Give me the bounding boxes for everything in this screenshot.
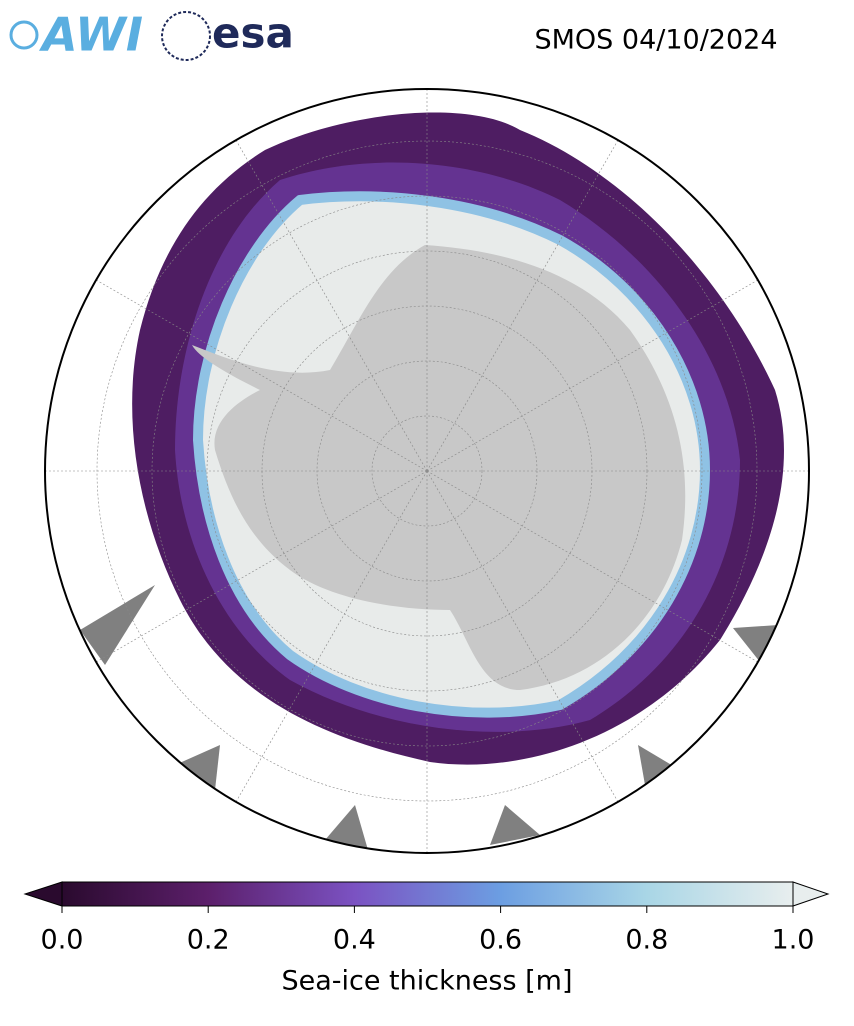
latitude-circle — [371, 415, 483, 527]
land — [638, 745, 680, 785]
colorbar-extend-max — [792, 881, 830, 907]
land — [733, 625, 778, 662]
colorbar-tick-label: 1.0 — [772, 925, 815, 956]
graticule — [45, 89, 809, 853]
latitude-circle — [151, 195, 703, 747]
colorbar-extend-min — [23, 881, 63, 907]
colorbar-tick-label: 0.0 — [41, 925, 84, 956]
title: SMOS 04/10/2024 — [534, 25, 777, 56]
colorbar-tick-label: 0.6 — [479, 925, 522, 956]
logo-esa: esa — [161, 9, 294, 61]
logo-icon — [161, 11, 211, 61]
logo-awi: AWI — [9, 8, 143, 62]
land — [325, 805, 368, 850]
logo-text: AWI — [39, 8, 143, 62]
colorbar-bar — [61, 881, 794, 907]
colorbar: 0.0 0.2 0.4 0.6 0.8 1.0 — [23, 881, 830, 956]
map-frame — [44, 88, 810, 854]
colorbar-tick-label: 0.4 — [333, 925, 376, 956]
colorbar-label: Sea-ice thickness [m] — [281, 966, 572, 997]
logo-text: esa — [212, 9, 294, 58]
land — [80, 585, 155, 665]
map — [45, 89, 809, 853]
land — [175, 745, 220, 790]
logo-icon — [9, 20, 39, 50]
antarctica — [192, 245, 686, 690]
colorbar-tick-label: 0.8 — [625, 925, 668, 956]
colorbar-tick-label: 0.2 — [187, 925, 230, 956]
land — [490, 805, 540, 845]
